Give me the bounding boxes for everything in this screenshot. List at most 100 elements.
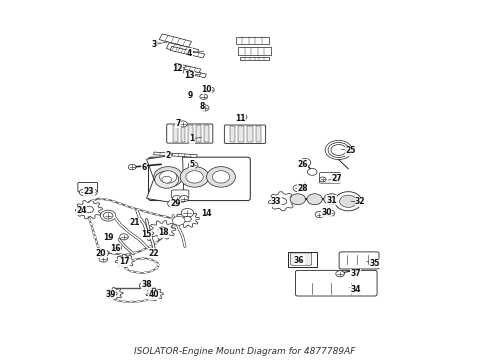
Text: 23: 23 xyxy=(84,187,94,196)
Polygon shape xyxy=(269,192,295,211)
Polygon shape xyxy=(146,288,163,301)
Circle shape xyxy=(155,171,179,188)
Ellipse shape xyxy=(149,270,154,272)
Circle shape xyxy=(340,195,357,207)
Ellipse shape xyxy=(141,249,145,251)
Text: 4: 4 xyxy=(187,49,193,58)
Bar xyxy=(173,125,178,142)
Polygon shape xyxy=(115,254,135,268)
Circle shape xyxy=(186,171,203,183)
Circle shape xyxy=(139,282,149,289)
Circle shape xyxy=(183,216,191,222)
Ellipse shape xyxy=(126,253,131,255)
Circle shape xyxy=(325,140,352,159)
Text: 8: 8 xyxy=(199,102,204,111)
Bar xyxy=(256,126,261,143)
Ellipse shape xyxy=(115,299,120,301)
Text: 5: 5 xyxy=(190,160,195,169)
Ellipse shape xyxy=(153,260,157,263)
Bar xyxy=(238,47,271,55)
Text: 34: 34 xyxy=(350,285,361,294)
FancyBboxPatch shape xyxy=(172,190,189,198)
FancyBboxPatch shape xyxy=(291,253,312,265)
Circle shape xyxy=(319,177,326,182)
Ellipse shape xyxy=(149,299,154,301)
Circle shape xyxy=(103,212,113,219)
Circle shape xyxy=(200,105,209,111)
Ellipse shape xyxy=(122,301,126,302)
Ellipse shape xyxy=(148,212,153,214)
Text: 11: 11 xyxy=(235,114,245,123)
Text: 12: 12 xyxy=(172,64,183,73)
Ellipse shape xyxy=(97,244,99,248)
Text: ISOLATOR-Engine Mount Diagram for 4877789AF: ISOLATOR-Engine Mount Diagram for 487778… xyxy=(134,347,356,356)
Bar xyxy=(188,125,193,142)
Circle shape xyxy=(112,244,122,251)
Circle shape xyxy=(299,158,311,167)
Polygon shape xyxy=(149,221,176,239)
Circle shape xyxy=(180,167,209,187)
Polygon shape xyxy=(75,200,102,219)
Ellipse shape xyxy=(140,258,145,260)
Bar xyxy=(167,43,199,55)
Circle shape xyxy=(207,167,235,187)
Text: 35: 35 xyxy=(369,259,380,268)
Bar xyxy=(174,63,201,73)
Circle shape xyxy=(328,143,349,158)
Bar xyxy=(170,46,205,58)
Text: 21: 21 xyxy=(129,218,140,227)
Circle shape xyxy=(326,210,335,216)
Ellipse shape xyxy=(132,259,137,261)
Circle shape xyxy=(128,164,136,170)
Ellipse shape xyxy=(169,229,171,232)
Ellipse shape xyxy=(112,253,117,255)
Text: 33: 33 xyxy=(271,198,281,207)
Bar xyxy=(196,125,201,142)
FancyBboxPatch shape xyxy=(319,172,341,183)
Text: 22: 22 xyxy=(148,249,159,258)
Ellipse shape xyxy=(148,245,152,248)
Ellipse shape xyxy=(128,301,133,303)
Ellipse shape xyxy=(136,301,141,302)
Ellipse shape xyxy=(133,251,138,253)
Ellipse shape xyxy=(143,299,147,301)
Circle shape xyxy=(293,185,303,192)
Circle shape xyxy=(162,176,172,183)
Text: 30: 30 xyxy=(321,208,332,217)
Ellipse shape xyxy=(125,267,129,270)
Text: 17: 17 xyxy=(119,257,129,266)
Bar xyxy=(183,69,206,78)
FancyBboxPatch shape xyxy=(78,183,98,192)
Text: 31: 31 xyxy=(326,196,337,205)
Circle shape xyxy=(180,195,188,202)
Circle shape xyxy=(200,94,208,99)
Ellipse shape xyxy=(143,272,147,274)
Bar xyxy=(247,126,253,143)
Bar xyxy=(236,37,269,44)
Ellipse shape xyxy=(93,231,95,234)
Ellipse shape xyxy=(99,198,104,200)
Ellipse shape xyxy=(143,210,147,212)
Circle shape xyxy=(79,189,89,196)
Ellipse shape xyxy=(88,218,91,221)
Ellipse shape xyxy=(94,235,97,239)
Circle shape xyxy=(181,208,194,217)
Ellipse shape xyxy=(137,209,141,211)
Circle shape xyxy=(238,114,247,120)
Polygon shape xyxy=(147,155,184,203)
Bar xyxy=(230,126,235,143)
Ellipse shape xyxy=(112,200,116,202)
Circle shape xyxy=(152,292,157,296)
Text: 38: 38 xyxy=(141,280,152,289)
Ellipse shape xyxy=(164,233,168,236)
Ellipse shape xyxy=(119,254,124,256)
Text: 15: 15 xyxy=(142,230,152,239)
Bar xyxy=(240,57,269,60)
Circle shape xyxy=(188,162,198,168)
Ellipse shape xyxy=(95,240,98,243)
Text: 19: 19 xyxy=(103,233,113,242)
Ellipse shape xyxy=(154,241,158,244)
Circle shape xyxy=(307,194,322,205)
Circle shape xyxy=(100,250,109,256)
Bar xyxy=(154,152,197,157)
